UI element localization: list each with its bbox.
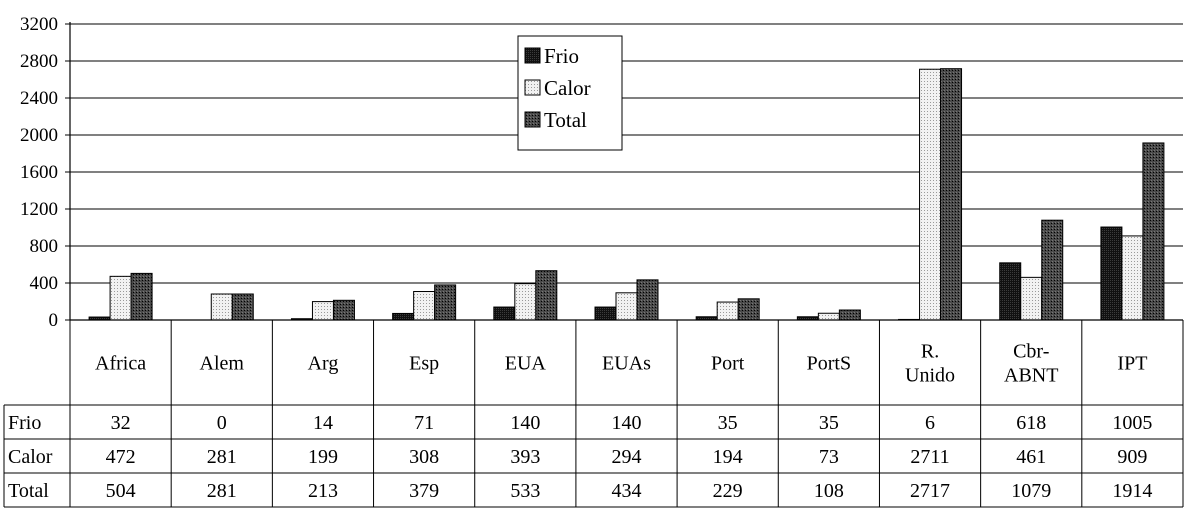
bar-total-4: [535, 270, 558, 321]
bar-calor-3: [413, 291, 436, 321]
table-value: 0: [217, 412, 227, 434]
y-tick-label: 400: [30, 273, 59, 294]
x-category-label: Alem: [200, 353, 245, 375]
bar-calor-8: [919, 68, 942, 321]
table-value: 229: [713, 480, 743, 502]
table-value: 6: [925, 412, 935, 434]
y-tick-label: 3200: [20, 14, 58, 35]
legend-swatch-calor: [524, 79, 541, 96]
legend-label-frio: Frio: [544, 44, 579, 68]
table-value: 2711: [910, 446, 949, 468]
table-value: 35: [819, 412, 839, 434]
table-value: 294: [612, 446, 642, 468]
table-value: 1005: [1112, 412, 1152, 434]
legend-label-calor: Calor: [544, 76, 591, 100]
bar-calor-9: [1020, 276, 1043, 321]
x-category-label: Esp: [409, 353, 439, 375]
x-category-label: Arg: [308, 353, 339, 375]
x-category-label: EUAs: [602, 353, 651, 375]
table-value: 35: [718, 412, 738, 434]
table-value: 472: [106, 446, 136, 468]
table-value: 434: [612, 480, 642, 502]
y-tick-label: 1600: [20, 162, 58, 183]
x-category-label: ABNT: [1004, 365, 1058, 387]
table-value: 461: [1016, 446, 1046, 468]
table-value: 199: [308, 446, 338, 468]
table-value: 909: [1117, 446, 1147, 468]
x-category-label: Africa: [95, 353, 146, 375]
gridlines: [70, 23, 1183, 284]
table-value: 73: [819, 446, 839, 468]
x-category-label: EUA: [505, 353, 547, 375]
legend-label-total: Total: [544, 108, 587, 132]
y-tick-label: 2400: [20, 88, 58, 109]
data-table: Africa Alem Arg Esp EUA EUAs Port PortS R.Unido C…: [3, 320, 1184, 508]
table-series-label: Frio: [8, 412, 41, 434]
table-value: 108: [814, 480, 844, 502]
x-category-label: Port: [711, 353, 745, 375]
bar-total-8: [940, 68, 963, 321]
bar-total-6: [737, 298, 760, 321]
bar-frio-5: [594, 306, 617, 321]
bar-total-1: [231, 293, 254, 321]
bar-calor-6: [716, 301, 739, 321]
table-value: 533: [510, 480, 540, 502]
bar-total-7: [838, 309, 861, 321]
table-value: 281: [207, 480, 237, 502]
y-tick-label: 1200: [20, 199, 58, 220]
legend: Frio Calor Total: [517, 35, 623, 151]
table-value: 140: [612, 412, 642, 434]
bar-frio-9: [999, 262, 1022, 321]
y-tick-label: 2800: [20, 51, 58, 72]
axes: 0 400 800 1200 1600 2000 2400 2800 3200: [20, 14, 1183, 331]
table-value: 213: [308, 480, 338, 502]
table-value: 618: [1016, 412, 1046, 434]
bar-total-3: [434, 284, 457, 321]
table-value: 1914: [1112, 480, 1152, 502]
bar-calor-0: [109, 275, 132, 321]
x-category-label: R.: [921, 341, 939, 363]
table-value: 504: [106, 480, 136, 502]
bars: [88, 68, 1165, 321]
bar-frio-4: [493, 306, 516, 321]
table-value: 2717: [910, 480, 950, 502]
table-value: 32: [111, 412, 131, 434]
bar-total-5: [636, 279, 659, 321]
x-category-label: Unido: [905, 365, 955, 387]
bar-total-10: [1142, 142, 1165, 321]
bar-calor-2: [311, 301, 334, 321]
table-value: 393: [510, 446, 540, 468]
bar-frio-10: [1100, 226, 1123, 321]
x-category-label: IPT: [1117, 353, 1147, 375]
y-tick-label: 2000: [20, 125, 58, 146]
x-category-label: Cbr-: [1013, 341, 1049, 363]
bar-calor-7: [817, 312, 840, 321]
table-value: 140: [510, 412, 540, 434]
bar-frio-3: [392, 312, 415, 321]
bar-calor-1: [210, 293, 233, 321]
table-value: 1079: [1011, 480, 1051, 502]
x-category-label: PortS: [807, 353, 851, 375]
table-value: 308: [409, 446, 439, 468]
y-tick-label: 800: [30, 236, 59, 257]
table-value: 71: [414, 412, 434, 434]
table-value: 14: [313, 412, 333, 434]
bar-total-2: [332, 299, 355, 321]
bar-total-9: [1041, 219, 1064, 321]
table-value: 194: [713, 446, 743, 468]
bar-calor-4: [514, 283, 537, 321]
bar-calor-10: [1121, 235, 1144, 321]
bar-total-0: [130, 272, 153, 321]
legend-swatch-total: [524, 111, 541, 128]
table-series-label: Calor: [8, 446, 53, 468]
y-tick-label: 0: [49, 310, 59, 331]
bar-calor-5: [615, 292, 638, 321]
table-series-label: Total: [8, 480, 49, 502]
legend-swatch-frio: [524, 47, 541, 64]
table-value: 379: [409, 480, 439, 502]
table-value: 281: [207, 446, 237, 468]
